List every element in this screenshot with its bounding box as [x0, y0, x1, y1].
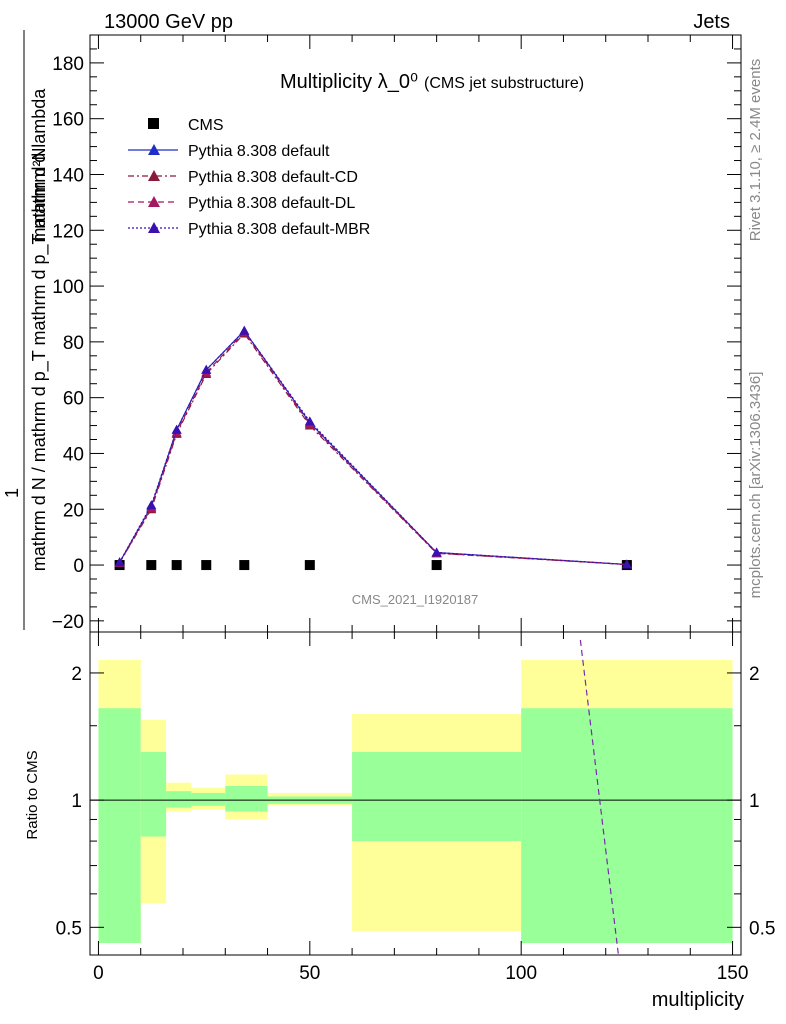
- ratio-band-green: [166, 791, 192, 808]
- ratio-band-green: [140, 751, 167, 837]
- mcplots-label: mcplots.cern.ch [arXiv:1306.3436]: [747, 372, 764, 599]
- mc-series-marker: [304, 416, 315, 426]
- y-tick-label: 0: [73, 556, 84, 577]
- y-tick-label: 80: [63, 333, 84, 354]
- x-tick-label: 0: [93, 963, 104, 984]
- ratio-y-tick-label: 2: [71, 664, 82, 685]
- main-plot: −20 0 20 40 60 80 100 120 140 160 180: [52, 34, 742, 633]
- y-tick-label: 20: [63, 500, 84, 521]
- header-category-label: Jets: [693, 11, 730, 33]
- legend-marker: [148, 144, 160, 155]
- x-axis-label: multiplicity: [652, 989, 744, 1011]
- ratio-band-green: [521, 708, 733, 943]
- legend-label: Pythia 8.308 default-MBR: [188, 221, 370, 238]
- ratio-y-tick-label: 0.5: [56, 918, 82, 939]
- mc-series-marker: [171, 424, 182, 434]
- legend-marker: [148, 196, 160, 207]
- y-label-numerator: 1: [2, 488, 22, 498]
- header-energy-label: 13000 GeV pp: [104, 11, 233, 33]
- ratio-lines: [90, 639, 741, 956]
- cms-data-point: [239, 560, 250, 571]
- ratio-plot-border: [89, 631, 742, 956]
- legend-label: Pythia 8.308 default: [188, 143, 330, 160]
- ratio-band-green: [352, 751, 522, 842]
- ratio-band-green: [225, 786, 268, 812]
- legend-label: CMS: [188, 117, 224, 134]
- legend-marker: [148, 170, 160, 181]
- legend-label: Pythia 8.308 default-CD: [188, 169, 358, 186]
- ratio-plot-frame: 0.5 0.5 1 1 2 2 0 50 100 150: [56, 631, 775, 984]
- x-tick-label: 150: [717, 963, 749, 984]
- ratio-y-tick-label-right: 1: [749, 791, 760, 812]
- mc-series-marker: [201, 364, 212, 374]
- ratio-plot: 0.5 0.5 1 1 2 2 0 50 100 150: [56, 631, 775, 984]
- y-tick-label: 160: [52, 110, 84, 131]
- y-axis-label: mathrm d²N 1 mathrm d N / mathrm d p_T m…: [2, 30, 50, 630]
- y-tick-label: 100: [52, 277, 84, 298]
- y-tick-label: 140: [52, 165, 84, 186]
- ratio-band-green: [191, 792, 226, 806]
- mc-ratio-line: [579, 639, 620, 956]
- x-tick-label: 50: [299, 963, 320, 984]
- ratio-y-tick-label: 1: [71, 791, 82, 812]
- rivet-label: Rivet 3.1.10, ≥ 2.4M events: [747, 59, 764, 242]
- y-label-denominator: mathrm d N / mathrm d p_T mathrm d p_T m…: [29, 88, 50, 571]
- ratio-bands: [98, 660, 733, 943]
- plot-subtitle: (CMS jet substructure): [424, 75, 584, 92]
- mc-series-line: [119, 332, 627, 566]
- mc-series-marker: [146, 500, 157, 510]
- mc-series-marker: [621, 559, 632, 569]
- cms-data-point: [201, 560, 212, 571]
- cms-data-point: [146, 560, 157, 571]
- analysis-watermark: CMS_2021_I1920187: [352, 592, 479, 607]
- y-tick-label: 120: [52, 221, 84, 242]
- plot-title: Multiplicity λ_0⁰: [280, 71, 418, 93]
- y-label-dN: mathrm d²N: [29, 147, 49, 242]
- main-plot-series: [114, 325, 632, 571]
- y-tick-label: 40: [63, 444, 84, 465]
- mc-series-line: [119, 329, 627, 566]
- ratio-band-green: [98, 708, 141, 943]
- ratio-y-label: Ratio to CMS: [24, 750, 41, 839]
- y-tick-label: 60: [63, 389, 84, 410]
- ratio-y-tick-label-right: 0.5: [749, 918, 775, 939]
- legend-marker: [148, 222, 160, 233]
- ratio-y-tick-label-right: 2: [749, 664, 760, 685]
- mc-series-line: [119, 329, 627, 566]
- legend: CMS Pythia 8.308 default Pythia 8.308 defa…: [128, 117, 370, 238]
- legend-label: Pythia 8.308 default-DL: [188, 195, 355, 212]
- mc-series-marker: [239, 325, 250, 335]
- main-plot-axes: −20 0 20 40 60 80 100 120 140 160 180: [52, 34, 741, 633]
- y-tick-label: −20: [52, 612, 84, 633]
- mc-series-line: [119, 331, 627, 566]
- legend-marker-cms: [148, 118, 159, 129]
- x-tick-label: 100: [505, 963, 537, 984]
- cms-data-point: [304, 560, 315, 571]
- y-tick-label: 180: [52, 54, 84, 75]
- cms-data-point: [431, 560, 442, 571]
- mc-series-marker: [114, 557, 125, 567]
- mc-series-marker: [431, 547, 442, 557]
- cms-data-point: [171, 560, 182, 571]
